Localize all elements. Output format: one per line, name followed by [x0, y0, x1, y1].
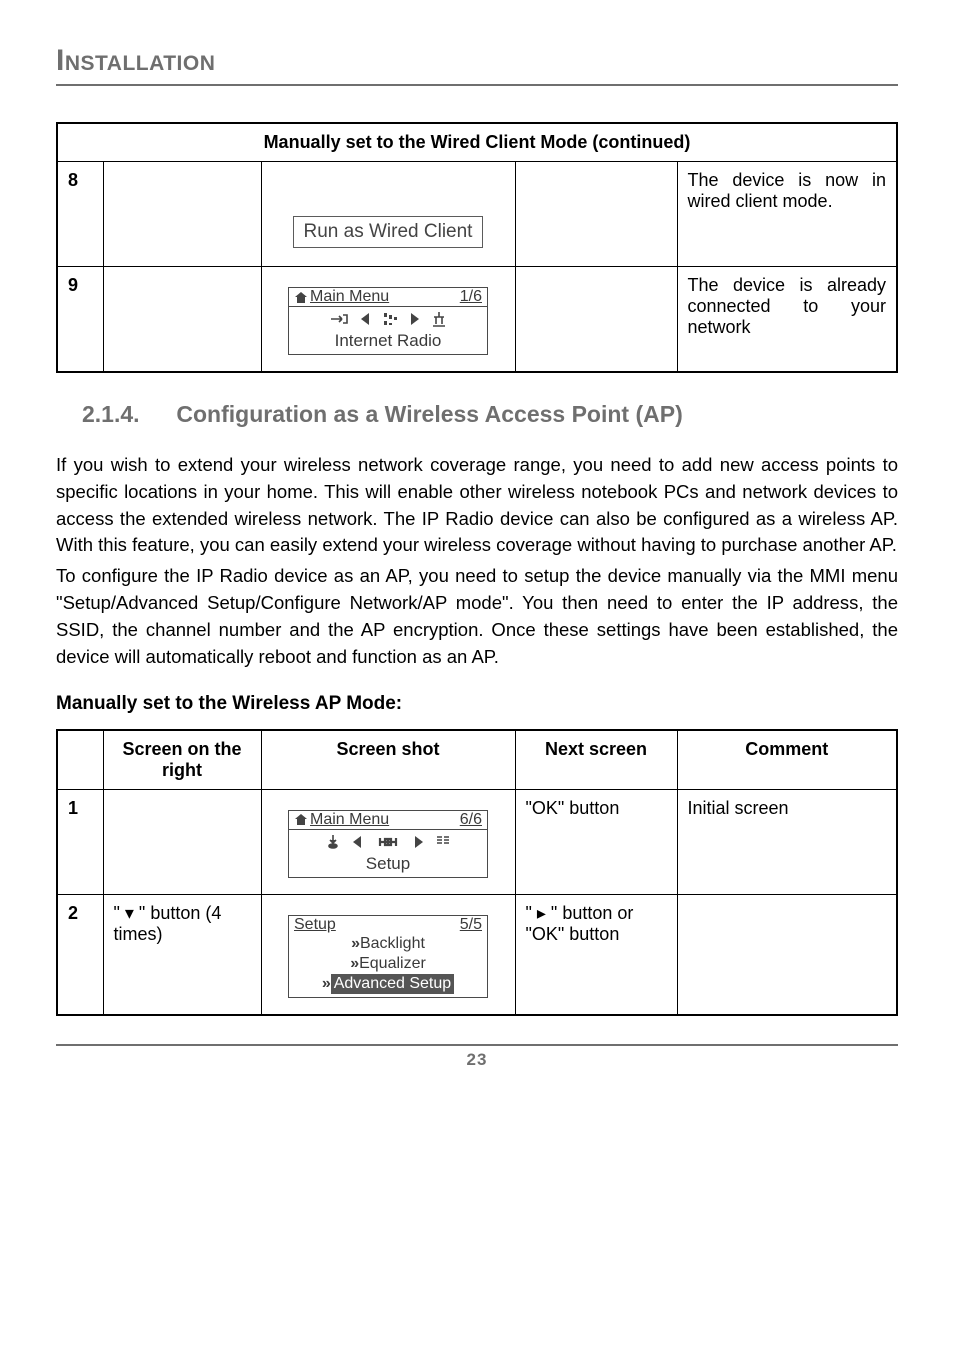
screen-on-right-cell: " ▾ " button (4 times)	[103, 894, 261, 1015]
table-header-row: Screen on the right Screen shot Next scr…	[57, 730, 897, 790]
screen-on-right-cell	[103, 789, 261, 894]
lcd-title: Main Menu	[310, 288, 389, 306]
screen-on-right-cell	[103, 162, 261, 267]
lcd-box: Setup 5/5 »Backlight »Equalizer »Advance…	[288, 915, 488, 998]
lcd-page: 6/6	[460, 811, 482, 829]
lcd-box: Main Menu 6/6 Setup	[288, 810, 488, 878]
table-wireless-ap: Screen on the right Screen shot Next scr…	[56, 729, 898, 1016]
home-icon: Main Menu	[294, 811, 389, 829]
next-screen-cell: " ▸ " button or "OK" button	[515, 894, 677, 1015]
lcd-icon-row	[289, 830, 487, 854]
table-row: 9 Main Menu 1/6	[57, 267, 897, 373]
step-number: 9	[57, 267, 103, 373]
lcd-bottom: Internet Radio	[289, 331, 487, 354]
table-wired-continued: Manually set to the Wired Client Mode (c…	[56, 122, 898, 373]
step-number: 2	[57, 894, 103, 1015]
table-row: 2 " ▾ " button (4 times) Setup 5/5 »Back…	[57, 894, 897, 1015]
lcd-list-item: »Equalizer	[294, 954, 482, 974]
footer-rule	[56, 1044, 898, 1046]
comment-cell: The device is already connected to your …	[677, 267, 897, 373]
lcd-icon-row	[289, 307, 487, 331]
lcd-page: 1/6	[460, 288, 482, 306]
table-caption: Manually set to the Wired Client Mode (c…	[57, 123, 897, 162]
subsection-heading: 2.1.4. Configuration as a Wireless Acces…	[82, 401, 898, 428]
lcd-list: »Backlight »Equalizer »Advanced Setup	[289, 934, 487, 997]
next-screen-cell: "OK" button	[515, 789, 677, 894]
section-title: Installation	[56, 44, 898, 84]
lcd-title: Main Menu	[310, 811, 389, 829]
page-number: 23	[56, 1050, 898, 1070]
screenshot-cell: Main Menu 6/6 Setup	[261, 789, 515, 894]
step-number: 8	[57, 162, 103, 267]
step-number: 1	[57, 789, 103, 894]
header-screen-right: Screen on the right	[103, 730, 261, 790]
screenshot-cell: Setup 5/5 »Backlight »Equalizer »Advance…	[261, 894, 515, 1015]
lcd-box: Main Menu 1/6 Internet Radio	[288, 287, 488, 355]
comment-cell: Initial screen	[677, 789, 897, 894]
screenshot-cell: Run as Wired Client	[261, 162, 515, 267]
body-paragraph: If you wish to extend your wireless netw…	[56, 452, 898, 559]
comment-cell: The device is now in wired client mode.	[677, 162, 897, 267]
table-row: 8 Run as Wired Client The device is now …	[57, 162, 897, 267]
lcd-page: 5/5	[460, 916, 482, 934]
home-icon: Main Menu	[294, 288, 389, 306]
title-rule	[56, 84, 898, 86]
lcd-title: Setup	[294, 916, 336, 934]
screen-on-right-cell	[103, 267, 261, 373]
lcd-box: Run as Wired Client	[293, 216, 484, 248]
next-screen-cell	[515, 162, 677, 267]
subsection-number: 2.1.4.	[82, 401, 170, 428]
header-next-screen: Next screen	[515, 730, 677, 790]
subsection-title: Configuration as a Wireless Access Point…	[176, 401, 682, 427]
comment-cell	[677, 894, 897, 1015]
lcd-list-item: »Backlight	[294, 934, 482, 954]
body-paragraph: To configure the IP Radio device as an A…	[56, 563, 898, 670]
lcd-bottom: Setup	[289, 854, 487, 877]
table-intro: Manually set to the Wireless AP Mode:	[56, 693, 898, 715]
screenshot-cell: Main Menu 1/6 Internet Radio	[261, 267, 515, 373]
header-comment: Comment	[677, 730, 897, 790]
header-blank	[57, 730, 103, 790]
header-screen-shot: Screen shot	[261, 730, 515, 790]
table-row: 1 Main Menu 6/6	[57, 789, 897, 894]
next-screen-cell	[515, 267, 677, 373]
lcd-list-item: »Advanced Setup	[294, 974, 482, 994]
